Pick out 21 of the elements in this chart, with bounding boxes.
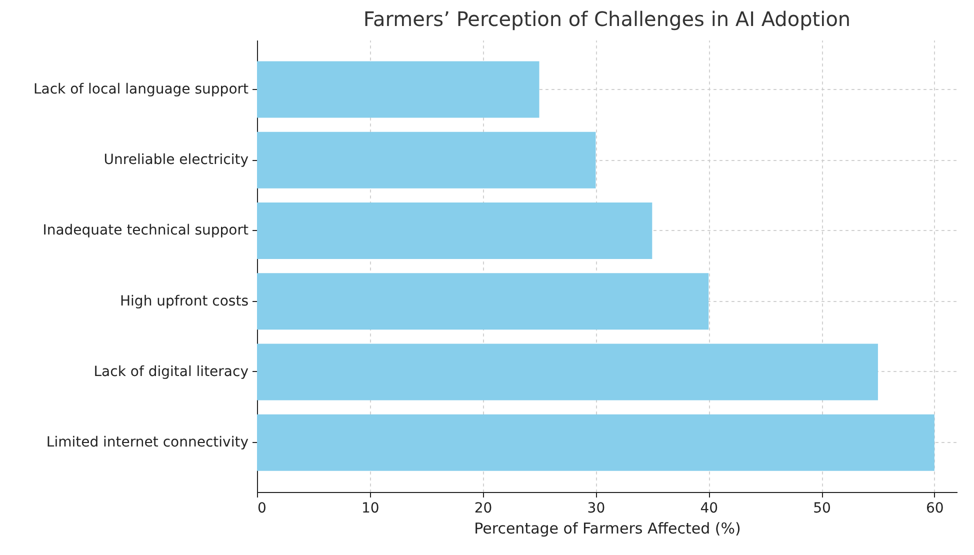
- chart-title: Farmers’ Perception of Challenges in AI Adoption: [363, 7, 851, 31]
- x-tick-label: 60: [926, 500, 944, 516]
- bar: [257, 344, 878, 400]
- x-tick-label: 30: [587, 500, 606, 516]
- bar: [257, 202, 652, 259]
- bar: [257, 273, 709, 330]
- x-axis-title: Percentage of Farmers Affected (%): [474, 520, 741, 538]
- x-tick-label: 20: [474, 500, 492, 516]
- x-tick-label: 10: [361, 500, 380, 516]
- y-tick-label: Unreliable electricity: [104, 152, 248, 168]
- x-tick-label: 40: [700, 500, 718, 516]
- x-tick-label: 0: [258, 500, 266, 516]
- bar: [257, 132, 596, 188]
- y-tick-label: Limited internet connectivity: [46, 434, 248, 451]
- y-tick-label: Lack of digital literacy: [94, 364, 248, 380]
- y-tick-label: Lack of local language support: [33, 81, 250, 98]
- x-tick-label: 50: [813, 500, 831, 516]
- bar: [257, 414, 934, 471]
- y-tick-label: Inadequate technical support: [42, 222, 250, 239]
- y-tick-label: High upfront costs: [120, 293, 248, 310]
- bar: [257, 61, 540, 118]
